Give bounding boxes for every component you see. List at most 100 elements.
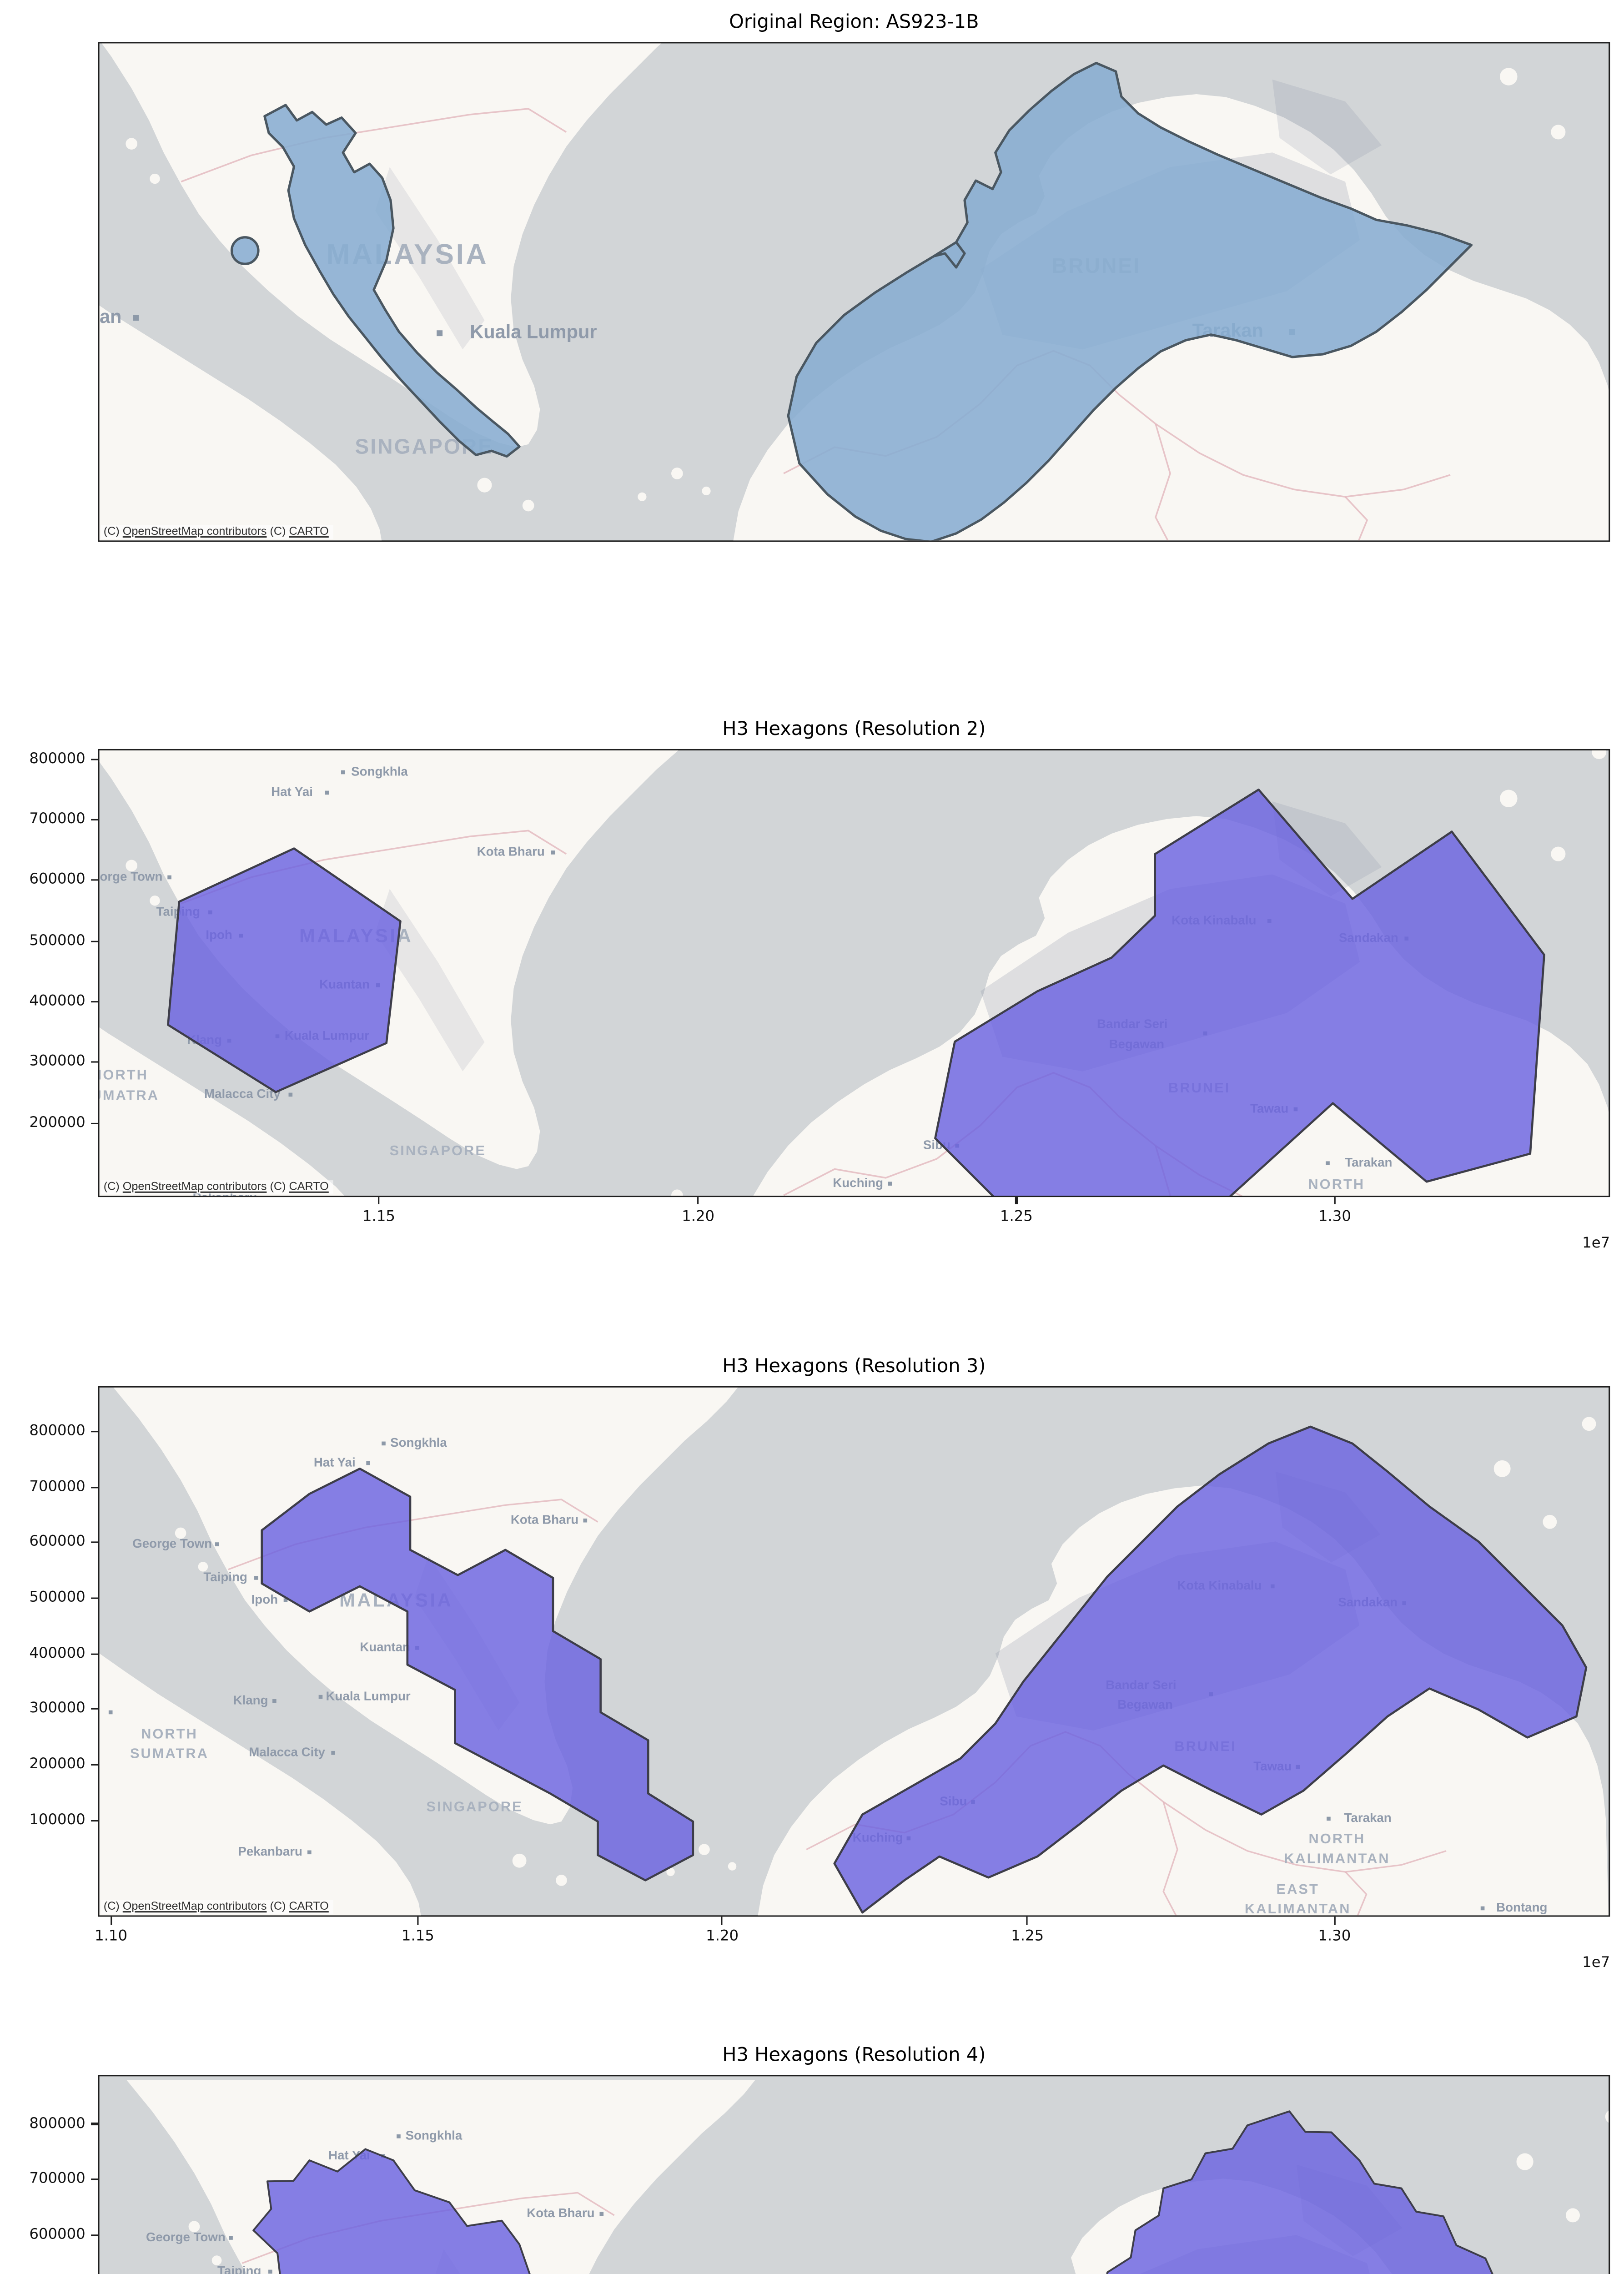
city-label: Kota Bharu	[477, 844, 545, 858]
city-marker	[108, 1710, 113, 1715]
city-label: Kuala Lumpur	[326, 1689, 411, 1703]
y-tick-label: 700000	[29, 810, 85, 828]
city-label: Songkhla	[351, 764, 408, 778]
region-polygon	[263, 104, 521, 458]
city-marker	[133, 315, 139, 321]
city-label: George Town	[100, 869, 163, 883]
landmass-sumatra	[99, 1026, 344, 1195]
attribution-carto-link[interactable]: CARTO	[289, 1179, 329, 1192]
island	[1592, 750, 1607, 759]
y-tick-mark	[90, 940, 98, 942]
city-label: George Town	[146, 2230, 226, 2244]
y-tick-mark	[90, 1820, 98, 1821]
area-label: NORTH	[1308, 1175, 1365, 1191]
map-canvas-p3: Songkhla Hat Yai Kota Bharu George Town Taip…	[98, 1386, 1610, 1917]
x-tick-mark	[1026, 1917, 1029, 1925]
city-marker	[264, 1196, 268, 1197]
x-tick-label: 1.25	[1011, 1928, 1044, 1945]
y-tick-mark	[90, 2123, 98, 2125]
attribution-osm-link[interactable]: OpenStreetMap contributors	[122, 1900, 267, 1913]
x-tick-mark	[697, 1196, 699, 1204]
y-tick-mark	[90, 1597, 98, 1599]
island	[188, 2221, 200, 2233]
landmass-sumatra	[99, 1653, 421, 1916]
city-marker	[437, 330, 443, 337]
y-tick-label: 400000	[29, 1645, 85, 1662]
island	[666, 1867, 675, 1877]
admin-border	[1344, 496, 1368, 541]
island	[126, 138, 138, 150]
city-label: Hat Yai	[314, 1455, 356, 1469]
attribution-carto-link[interactable]: CARTO	[289, 1900, 329, 1913]
island	[1582, 1417, 1596, 1431]
region-polygon	[787, 61, 1473, 541]
h3-cell-union	[934, 788, 1545, 1195]
city-marker	[229, 2236, 233, 2240]
island	[1440, 440, 1449, 449]
city-label: Songkhla	[406, 2128, 463, 2143]
city-label: Tarakan	[1345, 1154, 1392, 1168]
panel-title: Original Region: AS923-1B	[729, 11, 979, 34]
y-tick-mark	[90, 1486, 98, 1488]
city-marker	[325, 790, 329, 794]
y-tick-label: 600000	[29, 2226, 85, 2243]
y-tick-label: 500000	[29, 1589, 85, 1606]
area-label: EAST	[1277, 1881, 1319, 1897]
attribution-osm-link[interactable]: OpenStreetMap contributors	[122, 525, 267, 538]
y-tick-label: 700000	[29, 1478, 85, 1495]
terrain-patch	[1272, 79, 1382, 175]
island	[1500, 68, 1518, 86]
x-tick-mark	[110, 1917, 112, 1925]
admin-border	[1155, 423, 1171, 541]
axis-offset-label: 1e7	[1582, 1234, 1610, 1251]
x-tick-mark	[1333, 1917, 1336, 1925]
city-marker	[341, 770, 345, 774]
terrain-patch	[375, 888, 485, 1071]
area-label: SUMATRA	[100, 1087, 159, 1102]
area-label: KALIMANTAN	[1245, 1901, 1351, 1917]
h3-cell-union	[252, 2148, 531, 2274]
y-tick-mark	[90, 1708, 98, 1711]
city-marker	[583, 1518, 588, 1523]
x-tick-mark	[1016, 1196, 1017, 1204]
island	[1500, 789, 1518, 807]
island	[638, 492, 647, 501]
y-tick-label: 800000	[29, 2114, 85, 2132]
y-tick-label: 300000	[29, 1700, 85, 1717]
axis-offset-label: 1e7	[1582, 1954, 1610, 1972]
x-tick-mark	[721, 1917, 723, 1925]
y-tick-mark	[90, 1430, 98, 1433]
h3-cell-union	[1106, 2110, 1493, 2274]
attribution-osm-link[interactable]: OpenStreetMap contributors	[122, 1179, 267, 1192]
city-label: Malacca City	[249, 1745, 325, 1759]
island	[1565, 2208, 1580, 2223]
island	[1551, 846, 1566, 861]
y-tick-mark	[90, 1541, 98, 1544]
area-label: NORTH	[141, 1726, 198, 1741]
x-tick-label: 1.20	[706, 1928, 739, 1945]
city-marker	[318, 1695, 323, 1699]
city-marker	[215, 1542, 219, 1546]
island	[728, 1862, 737, 1871]
y-tick-label: 800000	[29, 750, 85, 767]
island	[671, 1188, 683, 1195]
city-marker	[283, 1598, 288, 1602]
y-tick-label: 400000	[29, 992, 85, 1010]
x-tick-mark	[417, 1917, 419, 1925]
y-tick-label: 600000	[29, 1533, 85, 1550]
city-marker	[1480, 1906, 1485, 1911]
x-tick-label: 1.10	[95, 1928, 128, 1945]
area-label: NORTH	[1309, 1831, 1366, 1846]
attribution-carto-link[interactable]: CARTO	[289, 525, 329, 538]
landmass-sumatra	[99, 305, 382, 541]
h3-hexagon-layer	[261, 1425, 1588, 1914]
city-label: Kuantan	[360, 1640, 410, 1654]
y-tick-mark	[90, 758, 98, 760]
y-tick-mark	[90, 2178, 98, 2181]
y-tick-mark	[90, 1001, 98, 1003]
island	[477, 478, 492, 493]
island	[1493, 1460, 1511, 1477]
